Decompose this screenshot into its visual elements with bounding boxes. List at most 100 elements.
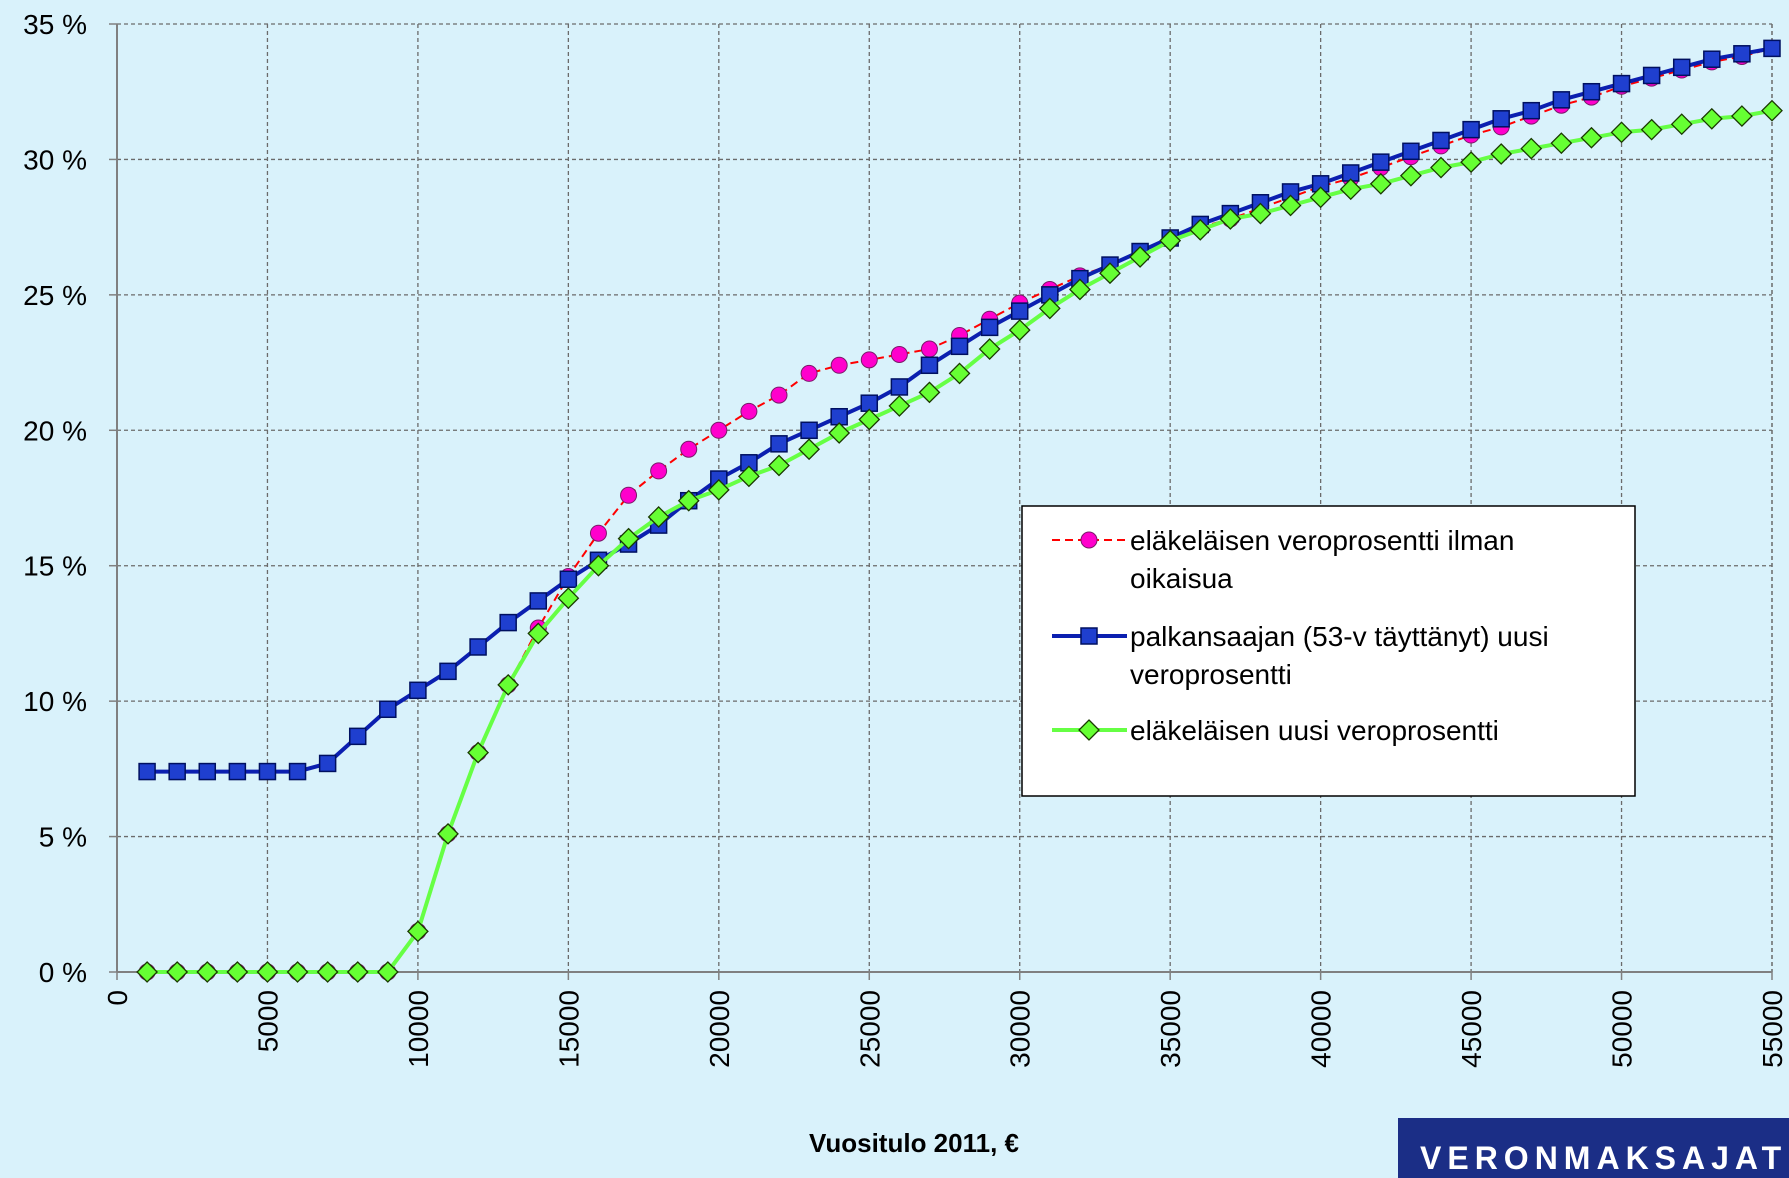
data-point	[1249, 202, 1272, 225]
data-point	[1432, 131, 1450, 150]
data-point	[1520, 137, 1543, 160]
data-point	[890, 345, 908, 363]
plot-area	[117, 24, 1772, 972]
data-point	[406, 920, 429, 943]
x-tick-label: 35000	[1155, 990, 1186, 1068]
data-point	[316, 961, 339, 983]
data-point	[318, 754, 337, 773]
legend-marker	[1080, 531, 1098, 549]
data-point	[469, 638, 487, 656]
data-point	[348, 727, 367, 746]
data-point	[1068, 278, 1091, 301]
data-point	[1219, 208, 1242, 230]
x-tick-label: 5000	[252, 990, 283, 1052]
data-point	[740, 402, 758, 420]
data-point	[1339, 178, 1362, 201]
data-point	[1129, 246, 1152, 268]
x-tick-label: 20000	[704, 990, 735, 1068]
data-point	[800, 364, 818, 382]
data-point	[1761, 99, 1783, 122]
data-point	[1038, 297, 1061, 320]
data-point	[860, 351, 878, 369]
data-point	[1430, 156, 1452, 179]
data-point	[1490, 143, 1513, 165]
data-point	[1550, 132, 1573, 155]
y-tick-label: 5 %	[39, 822, 87, 853]
data-point	[1580, 126, 1603, 149]
data-point	[288, 762, 307, 781]
data-point	[980, 318, 999, 337]
data-point	[1460, 151, 1483, 174]
data-point	[1492, 110, 1510, 128]
data-point	[1552, 91, 1571, 109]
data-point	[1159, 229, 1182, 252]
data-point	[1279, 194, 1302, 217]
data-point	[226, 961, 249, 983]
data-point	[1703, 50, 1721, 68]
data-point	[136, 961, 159, 983]
data-point	[737, 465, 760, 488]
data-point	[828, 422, 851, 444]
data-point	[228, 762, 247, 781]
data-point	[620, 486, 638, 504]
x-tick-label: 25000	[854, 990, 885, 1068]
data-point	[950, 337, 969, 356]
data-point	[1610, 121, 1633, 144]
data-point	[707, 478, 730, 501]
data-point	[286, 961, 309, 983]
data-point	[920, 356, 939, 375]
legend-marker	[1078, 719, 1100, 741]
x-tick-label: 30000	[1005, 990, 1036, 1068]
x-tick-label: 40000	[1306, 990, 1337, 1068]
data-point	[1733, 45, 1751, 63]
y-tick-label: 15 %	[23, 551, 87, 582]
legend-entry-1: eläkeläisen veroprosentti ilman oikaisua	[1052, 525, 1514, 594]
data-point	[529, 592, 548, 610]
data-point	[1010, 302, 1029, 320]
data-point	[379, 700, 397, 719]
legend-label: palkansaajan (53-v täyttänyt) uusi veropr…	[1130, 621, 1549, 690]
data-point	[138, 762, 156, 781]
legend: eläkeläisen veroprosentti ilman oikaisua p…	[1021, 505, 1636, 797]
data-point	[1582, 82, 1601, 101]
data-point	[196, 961, 219, 983]
data-point	[770, 386, 788, 404]
data-point	[800, 421, 818, 440]
data-point	[1730, 105, 1753, 128]
legend-box	[1021, 505, 1636, 797]
data-point	[376, 961, 399, 983]
data-point	[1372, 153, 1390, 171]
data-point	[1309, 186, 1332, 209]
data-point	[1642, 66, 1661, 85]
data-point	[527, 622, 550, 645]
data-point	[1640, 118, 1663, 141]
legend-label: eläkeläisen veroprosentti ilman oikaisua	[1130, 525, 1514, 594]
y-tick-labels: 0 % 5 % 10 % 15 % 20 % 25 % 30 % 35 %	[23, 9, 87, 988]
y-tick-label: 25 %	[23, 280, 87, 311]
x-tick-label: 10000	[403, 990, 434, 1068]
x-tick-label: 15000	[553, 990, 584, 1068]
veronmaksajat-logo: VERONMAKSAJAT	[1398, 1118, 1789, 1178]
data-point	[499, 613, 517, 632]
data-point	[948, 362, 971, 385]
x-axis-label: Vuositulo 2011, €	[809, 1128, 1019, 1158]
legend-entry-2: palkansaajan (53-v täyttänyt) uusi veropr…	[1052, 621, 1549, 690]
data-point	[768, 454, 790, 477]
data-point	[710, 421, 728, 439]
data-point	[888, 394, 911, 417]
data-point	[439, 662, 457, 681]
data-point	[1612, 74, 1631, 93]
data-point	[437, 822, 459, 845]
data-point	[1369, 172, 1392, 195]
data-point	[559, 570, 578, 589]
data-point	[647, 506, 670, 528]
data-point	[1189, 218, 1212, 241]
data-point	[617, 527, 640, 550]
y-tick-label: 10 %	[23, 686, 87, 717]
series-3	[136, 99, 1783, 983]
data-point	[770, 435, 788, 453]
legend-entry-3: eläkeläisen uusi veroprosentti	[1052, 715, 1499, 746]
y-tick-label: 30 %	[23, 144, 87, 175]
x-tick-label: 55000	[1757, 990, 1788, 1068]
